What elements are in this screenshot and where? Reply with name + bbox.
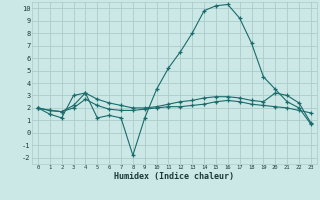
X-axis label: Humidex (Indice chaleur): Humidex (Indice chaleur) [115, 172, 234, 181]
